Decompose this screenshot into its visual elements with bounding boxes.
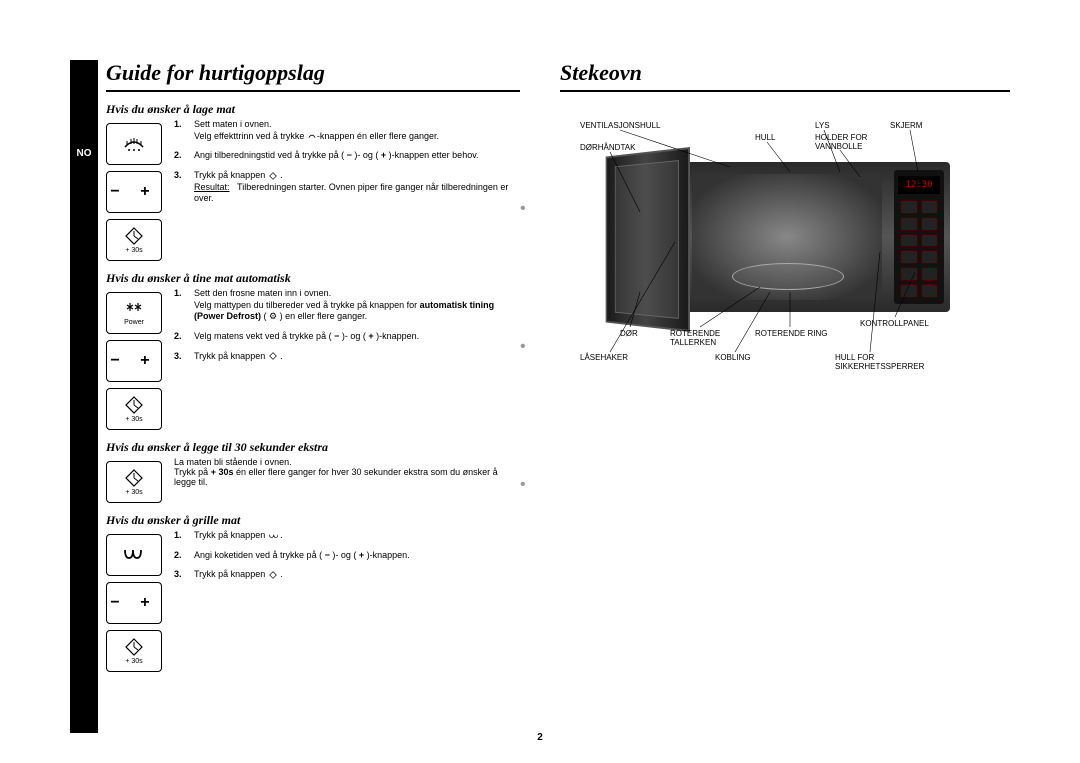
sec1-step1: 1.Sett maten i ovnen.Velg effekttrinn ve… [174, 119, 520, 142]
right-title: Stekeovn [560, 60, 1010, 92]
lbl-holder: HOLDER FOR VANNBOLLE [815, 134, 895, 152]
start-icon: + 30s [106, 461, 162, 503]
lbl-kobling: KOBLING [715, 354, 751, 363]
sec4: − + + 30s 1.Trykk på knappen . 2.Angi ko… [106, 530, 520, 672]
sec3: + 30s La maten bli stående i ovnen.Trykk… [106, 457, 520, 503]
oven-display: 12:30 [898, 176, 940, 194]
oven-diagram: 12:30 VENTILASJONSHULL LYS SKJERM DØRHÅN… [560, 122, 1010, 392]
sec4-step3: 3.Trykk på knappen . [174, 569, 520, 581]
lbl-roterende-ring: ROTERENDE RING [755, 330, 827, 339]
sec4-heading: Hvis du ønsker å grille mat [106, 513, 520, 528]
sec3-heading: Hvis du ønsker å legge til 30 sekunder e… [106, 440, 520, 455]
lbl-ventilasjonshull: VENTILASJONSHULL [580, 122, 660, 131]
center-dots: ••• [520, 200, 526, 494]
sec2-heading: Hvis du ønsker å tine mat automatisk [106, 271, 520, 286]
left-title: Guide for hurtigoppslag [106, 60, 520, 92]
language-tab: NO [70, 60, 98, 733]
lbl-lasehaker: LÅSEHAKER [580, 354, 628, 363]
lbl-dor: DØR [620, 330, 638, 339]
start-icon: + 30s [106, 630, 162, 672]
sec3-text: La maten bli stående i ovnen.Trykk på + … [174, 457, 520, 487]
sec2-step2: 2.Velg matens vekt ved å trykke på ( − )… [174, 331, 520, 343]
lbl-dorhandtak: DØRHÅNDTAK [580, 144, 635, 153]
start-icon: + 30s [106, 388, 162, 430]
grill-icon [106, 534, 162, 576]
lbl-lys: LYS [815, 122, 830, 131]
sec1-step2: 2.Angi tilberedningstid ved å trykke på … [174, 150, 520, 162]
page-number: 2 [537, 732, 543, 743]
defrost-icon: Power [106, 292, 162, 334]
sec1: − + + 30s 1.Sett maten i ovnen.Velg effe… [106, 119, 520, 261]
lbl-roterende-tallerken: ROTERENDE TALLERKEN [670, 330, 740, 348]
plus-minus-icon: − + [106, 582, 162, 624]
oven-control-panel: 12:30 [894, 170, 944, 304]
oven-cavity [692, 174, 882, 300]
oven-door [606, 147, 690, 332]
sec4-step1: 1.Trykk på knappen . [174, 530, 520, 542]
plus-minus-icon: − + [106, 340, 162, 382]
sec1-heading: Hvis du ønsker å lage mat [106, 102, 520, 117]
sec2-step3: 3.Trykk på knappen . [174, 351, 520, 363]
sec4-step2: 2.Angi koketiden ved å trykke på ( − )- … [174, 550, 520, 562]
oven-body: 12:30 [680, 162, 950, 312]
lbl-kontrollpanel: KONTROLLPANEL [860, 320, 929, 329]
lbl-hull: HULL [755, 134, 775, 143]
lbl-skjerm: SKJERM [890, 122, 922, 131]
plus-minus-icon: − + [106, 171, 162, 213]
power-icon [106, 123, 162, 165]
start-icon: + 30s [106, 219, 162, 261]
sec1-step3: 3.Trykk på knappen .Resultat: Tilberedni… [174, 170, 520, 205]
lbl-hull-sikkerhet: HULL FOR SIKKERHETSSPERRER [835, 354, 945, 372]
sec2: Power − + + 30s 1.Sett den frosne maten … [106, 288, 520, 430]
sec2-step1: 1.Sett den frosne maten inn i ovnen.Velg… [174, 288, 520, 323]
